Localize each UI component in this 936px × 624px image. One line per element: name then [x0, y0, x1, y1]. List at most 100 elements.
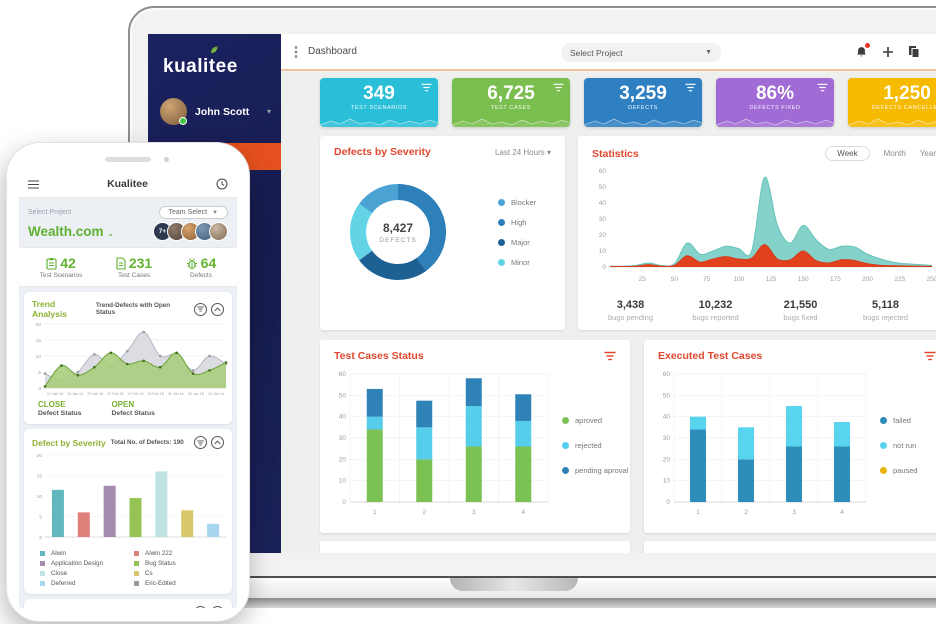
filter-icon[interactable]	[553, 83, 564, 92]
card-actions	[194, 606, 224, 608]
tab-week[interactable]: Week	[825, 146, 870, 161]
filter-icon[interactable]	[421, 83, 432, 92]
legend-dot	[880, 467, 887, 474]
copy-icon[interactable]	[908, 45, 920, 58]
legend-label: rejected	[575, 441, 602, 450]
svg-text:250: 250	[927, 276, 936, 283]
svg-text:10: 10	[37, 494, 43, 500]
svg-text:50: 50	[663, 392, 671, 399]
legend-item-pending-aproval: pending aproval	[562, 466, 628, 475]
svg-text:15: 15	[37, 473, 43, 479]
avatar[interactable]	[209, 222, 228, 241]
test-cases-status-panel: Test Cases Status 0 10 20 30 40 50 60 1 2 3 4 apro…	[320, 340, 630, 533]
phone-stats-row: 42 Test Scenarios 231 Test Cases 64 Defects	[19, 247, 237, 287]
svg-text:60: 60	[339, 371, 347, 378]
kebab-menu-icon[interactable]	[294, 45, 298, 59]
legend-label: High	[511, 218, 527, 227]
total-value: 3,438	[616, 299, 645, 311]
filter-icon[interactable]	[685, 83, 696, 92]
document-icon	[116, 256, 126, 270]
laptop-hinge-notch	[450, 578, 578, 591]
phone-speaker	[105, 157, 151, 162]
svg-text:15: 15	[36, 338, 42, 344]
svg-text:40: 40	[339, 414, 347, 421]
defects-by-severity-panel: Defects by Severity Last 24 Hours ▾ 8,42…	[320, 136, 565, 330]
collapse-circle-button[interactable]	[211, 302, 224, 316]
project-select-dropdown[interactable]: Select Project ▼	[561, 43, 721, 62]
legend-label: failed	[893, 416, 911, 425]
clock-icon[interactable]	[216, 178, 228, 190]
collapse-circle-button[interactable]	[211, 606, 224, 608]
filter-circle-button[interactable]	[194, 436, 207, 449]
panel-title: Statistics	[592, 147, 639, 160]
total-label: bugs reported	[692, 313, 739, 322]
svg-text:23 Jan 16: 23 Jan 16	[87, 392, 103, 396]
svg-text:3: 3	[472, 509, 476, 516]
phone-stat-defects: 64 Defects	[186, 255, 217, 279]
card-actions	[194, 436, 224, 449]
severity-legend: Alwin Alwin 222 Application Design Bug Stat…	[32, 550, 224, 587]
user-menu[interactable]: John Scott ▾	[148, 78, 281, 125]
trend-area-chart: 0 5 10 15 20 01 Jan 16 04 Jan 16 23 Jan 16 07 Fe…	[36, 322, 228, 396]
total-label: bugs fixed	[783, 313, 818, 322]
stat-card-defects-cancelled: 1,250 DEFECTS CANCELLED	[848, 78, 936, 127]
tab-year[interactable]: Year	[919, 149, 936, 158]
legend-dot	[880, 417, 887, 424]
phone-stat-test-cases: 231 Test Cases	[116, 255, 152, 279]
tab-month[interactable]: Month	[883, 149, 906, 158]
filter-icon[interactable]	[924, 351, 936, 361]
hamburger-menu-icon[interactable]	[28, 179, 39, 189]
time-range-dropdown[interactable]: Last 24 Hours ▾	[494, 147, 551, 157]
svg-text:40: 40	[663, 414, 671, 421]
panel-title: Defects by Severity	[334, 146, 431, 158]
defect-by-status-card: Defect by Status Total No. of Defects: 1…	[24, 599, 232, 608]
chevron-down-icon: ▾	[266, 107, 271, 116]
team-select-dropdown[interactable]: Team Select ▼	[158, 206, 228, 219]
legend-item-eric-edited: Eric-Edited	[134, 580, 224, 587]
legend-swatch	[40, 551, 45, 556]
legend-swatch	[134, 561, 139, 566]
plus-icon[interactable]	[882, 46, 894, 58]
legend-label: paused	[893, 466, 918, 475]
chevron-down-icon: ▼	[705, 49, 712, 56]
svg-text:20: 20	[663, 456, 671, 463]
executed-test-cases-chart: 0 10 20 30 40 50 60 1 2 3 4	[663, 371, 867, 516]
project-name-dropdown[interactable]: Wealth.com ⌄	[28, 224, 114, 239]
filter-circle-button[interactable]	[194, 606, 207, 608]
svg-text:01 Jan 16: 01 Jan 16	[168, 392, 184, 396]
card-actions	[194, 302, 224, 316]
svg-text:150: 150	[798, 276, 809, 283]
legend-item-close: Close	[40, 570, 130, 577]
bug-icon	[186, 257, 198, 270]
clipboard-icon	[46, 257, 57, 270]
legend-dot	[498, 199, 505, 206]
phone-project-section: Select Project Team Select ▼ Wealth.com ⌄…	[19, 198, 237, 247]
phone-stat-value: 231	[128, 255, 153, 271]
svg-text:10: 10	[663, 478, 671, 485]
svg-text:125: 125	[766, 276, 777, 283]
team-avatars: 7+	[153, 222, 228, 241]
stat-card-defects: 3,259 DEFECTS	[584, 78, 702, 127]
svg-text:50: 50	[671, 276, 679, 283]
filter-icon[interactable]	[817, 83, 828, 92]
bell-icon[interactable]	[855, 42, 870, 59]
stat-card-label: DEFECTS FIXED	[749, 105, 801, 111]
svg-text:20: 20	[37, 453, 43, 459]
svg-text:23 Jan 16: 23 Jan 16	[208, 392, 224, 396]
statistic-total: 5,118 bugs rejected	[843, 299, 928, 322]
trend-legend-status: CLOSE	[38, 400, 66, 409]
legend-label: Alwin 222	[145, 550, 173, 557]
panel-title: Test Cases Status	[334, 350, 424, 362]
total-label: bugs pending	[607, 313, 654, 322]
legend-dot	[562, 417, 569, 424]
svg-text:0: 0	[342, 499, 346, 506]
phone-stat-value: 64	[200, 255, 217, 271]
statistic-total: 21,550 bugs fixed	[758, 299, 843, 322]
svg-text:200: 200	[862, 276, 873, 283]
filter-circle-button[interactable]	[194, 302, 207, 316]
card-title: Trend Analysis	[32, 299, 67, 319]
legend-item-rejected: rejected	[562, 441, 628, 450]
filter-icon[interactable]	[604, 351, 616, 361]
legend-label: Alwin	[51, 550, 67, 557]
collapse-circle-button[interactable]	[211, 436, 224, 449]
